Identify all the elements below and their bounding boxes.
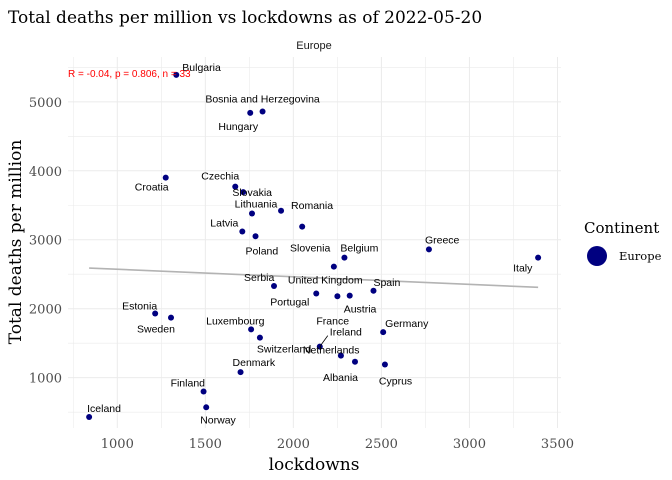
data-point-norway [203,404,210,411]
x-tick-label: 1000 [101,437,134,452]
chart-title: Total deaths per million vs lockdowns as… [8,8,482,28]
data-point-netherlands [337,352,344,359]
x-tick-label: 1500 [189,437,222,452]
point-label-norway: Norway [200,414,236,426]
data-point-spain [370,287,377,294]
data-point-estonia [152,310,159,317]
point-label-germany: Germany [385,318,429,330]
point-label-croatia: Croatia [135,182,169,194]
legend-key-europe [587,246,607,266]
point-label-serbia: Serbia [244,272,275,284]
data-point-poland [252,233,259,240]
data-point-greece [425,246,432,253]
data-point-luxembourg [248,326,255,333]
data-point-slovakia [240,189,247,196]
y-axis-title: Total deaths per million [6,140,26,345]
legend-label-europe: Europe [619,249,662,263]
point-label-iceland: Iceland [87,403,121,415]
point-label-denmark: Denmark [233,357,276,369]
point-label-slovenia: Slovenia [290,243,330,255]
data-point-sweden [168,314,175,321]
point-label-belgium: Belgium [340,243,378,255]
y-tick-label: 2000 [29,303,62,318]
point-label-poland: Poland [246,245,279,257]
data-point-croatia [162,174,169,181]
data-point-portugal [313,290,320,297]
x-tick-label: 2000 [277,437,310,452]
point-labels: Bulgaria Bosnia and Herzegovina Hungary Cro… [87,62,533,426]
x-tick-label: 3500 [541,437,574,452]
point-label-united-kingdom: United Kingdom [288,275,363,287]
point-label-romania: Romania [291,200,333,212]
point-label-bulgaria: Bulgaria [182,62,221,74]
point-label-ireland: Ireland [330,327,362,339]
y-tick-label: 4000 [29,165,62,180]
data-point-romania [278,207,285,214]
data-point-bulgaria [173,71,180,78]
point-label-greece: Greece [425,234,460,246]
point-label-czechia: Czechia [201,171,239,183]
point-label-estonia: Estonia [122,301,157,313]
point-label-lithuania: Lithuania [235,199,278,211]
y-tick-label: 1000 [29,372,62,387]
data-point-lithuania [248,210,255,217]
data-point-serbia [271,282,278,289]
x-axis-ticks: 1000 1500 2000 2500 3000 3500 [101,437,574,452]
data-point-bosnia-and-herzegovina [259,108,266,115]
point-label-finland: Finland [171,377,206,389]
legend-title: Continent [584,219,659,237]
x-tick-label: 2500 [365,437,398,452]
data-point-united-kingdom [330,263,337,270]
data-point-hungary [247,109,254,116]
data-point-slovenia [299,223,306,230]
y-axis-ticks: 1000 2000 3000 4000 5000 [29,96,62,387]
correlation-stat: R = -0.04, p = 0.806, n = 33 [68,69,191,80]
data-point-czechia [232,183,239,190]
x-tick-label: 3000 [453,437,486,452]
point-label-latvia: Latvia [210,217,238,229]
trend-line [89,267,539,289]
data-point-germany [380,329,387,336]
y-tick-label: 3000 [29,234,62,249]
point-label-spain: Spain [373,277,400,289]
point-label-albania: Albania [323,372,358,384]
data-point-albania [351,358,358,365]
point-label-netherlands: Netherlands [303,345,360,357]
label-leader-ireland [319,335,329,347]
y-tick-label: 5000 [29,96,62,111]
x-axis-title: lockdowns [269,455,360,475]
point-label-slovakia: Slovakia [232,187,272,199]
data-point-france [334,293,341,300]
point-label-switzerland: Switzerland [257,344,311,356]
data-points [86,71,542,420]
facet-label: Europe [296,40,331,52]
data-point-finland [200,388,207,395]
data-point-italy [535,254,542,261]
trend-line-group [89,267,539,289]
point-label-cyprus: Cyprus [379,376,412,388]
data-point-cyprus [381,361,388,368]
point-label-austria: Austria [344,304,377,316]
grid [68,57,561,428]
data-point-switzerland [256,334,263,341]
data-point-iceland [86,413,93,420]
data-point-denmark [237,369,244,376]
data-point-austria [346,292,353,299]
data-point-belgium [341,254,348,261]
point-label-portugal: Portugal [270,297,309,309]
point-label-france: France [316,315,349,327]
data-point-latvia [239,228,246,235]
point-label-sweden: Sweden [137,324,175,336]
point-label-bosnia-and-herzegovina: Bosnia and Herzegovina [205,93,320,105]
point-label-italy: Italy [513,263,533,275]
point-label-hungary: Hungary [218,121,258,133]
legend: Continent Europe [584,219,662,266]
point-label-luxembourg: Luxembourg [206,315,265,327]
